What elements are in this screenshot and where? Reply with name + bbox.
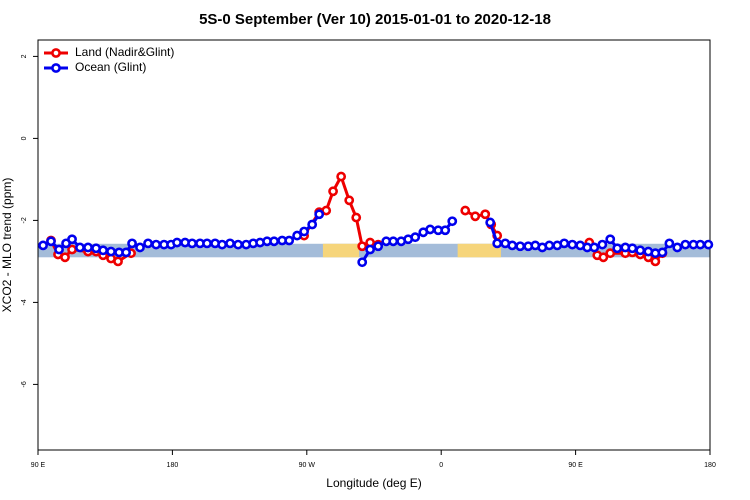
- point: [492, 238, 503, 249]
- point: [605, 234, 616, 245]
- point: [292, 230, 302, 241]
- point: [321, 205, 332, 216]
- point: [480, 209, 491, 220]
- point: [559, 238, 570, 249]
- point: [589, 242, 600, 253]
- point: [703, 239, 714, 250]
- point: [314, 209, 325, 220]
- point: [269, 236, 279, 247]
- point: [425, 224, 436, 235]
- point: [113, 256, 123, 267]
- point: [135, 242, 145, 253]
- point: [612, 243, 623, 254]
- point: [507, 240, 518, 251]
- point: [217, 239, 228, 250]
- point: [187, 238, 198, 249]
- y-tick-label: -6: [21, 381, 28, 387]
- point: [598, 252, 609, 263]
- point: [485, 217, 496, 228]
- point: [60, 252, 70, 263]
- point: [299, 226, 310, 237]
- x-axis-label: Longitude (deg E): [326, 476, 421, 490]
- point: [515, 241, 526, 252]
- x-tick-label: 180: [167, 462, 179, 469]
- point: [470, 211, 481, 222]
- point: [225, 238, 235, 249]
- legend-label: Ocean (Glint): [75, 60, 146, 74]
- y-tick-label: 0: [21, 136, 28, 140]
- point: [440, 225, 451, 236]
- legend-marker: [51, 63, 61, 73]
- point: [460, 205, 471, 216]
- point: [98, 245, 109, 256]
- legend-label: Land (Nadir&Glint): [75, 45, 174, 59]
- point: [46, 236, 56, 247]
- land-band: [322, 243, 360, 258]
- point: [635, 245, 646, 256]
- point: [38, 240, 48, 251]
- point: [627, 243, 638, 254]
- point: [357, 257, 368, 268]
- point: [650, 256, 661, 267]
- point: [344, 195, 355, 206]
- point: [410, 232, 421, 243]
- point: [67, 244, 77, 255]
- point: [336, 171, 347, 182]
- point: [328, 186, 338, 197]
- point: [202, 238, 212, 249]
- point: [672, 242, 683, 253]
- point: [75, 242, 85, 253]
- x-tick-label: 90 E: [31, 462, 46, 469]
- point: [365, 244, 376, 255]
- x-tick-label: 180: [704, 462, 716, 469]
- point: [54, 244, 64, 255]
- y-tick-label: -2: [21, 217, 28, 223]
- point: [388, 236, 399, 247]
- point: [106, 246, 116, 257]
- point: [695, 239, 706, 250]
- x-tick-label: 90 W: [299, 462, 316, 469]
- y-axis-label: XCO2 - MLO trend (ppm): [0, 178, 14, 313]
- y-tick-label: -4: [21, 299, 28, 305]
- point: [284, 235, 295, 246]
- point: [447, 216, 458, 227]
- point: [664, 238, 675, 249]
- point: [357, 241, 368, 252]
- point: [172, 237, 182, 248]
- point: [233, 239, 244, 250]
- point: [67, 234, 77, 245]
- point: [307, 219, 318, 230]
- point: [143, 238, 153, 249]
- point: [127, 238, 137, 249]
- point: [544, 240, 555, 251]
- point: [351, 212, 362, 223]
- point: [373, 241, 384, 252]
- x-tick-label: 90 E: [568, 462, 583, 469]
- x-tick-label: 0: [439, 462, 443, 469]
- point: [657, 247, 668, 258]
- point: [597, 239, 608, 250]
- point: [680, 239, 691, 250]
- point: [151, 239, 162, 250]
- point: [83, 242, 93, 253]
- y-tick-label: 2: [21, 54, 28, 58]
- point: [121, 247, 132, 258]
- point: [567, 239, 578, 250]
- chart-title: 5S-0 September (Ver 10) 2015-01-01 to 20…: [199, 11, 551, 28]
- land-band: [457, 243, 501, 258]
- legend-marker: [51, 48, 61, 58]
- point: [605, 248, 616, 259]
